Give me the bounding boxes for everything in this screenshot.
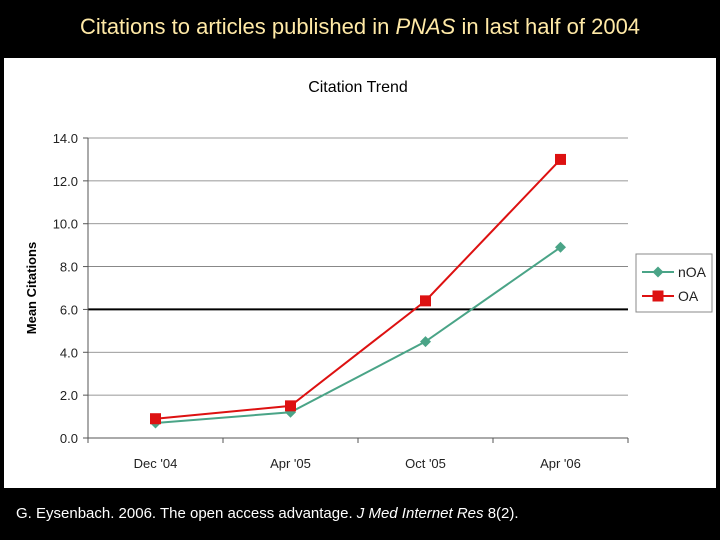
legend-label-oa: OA [678, 288, 699, 304]
y-tick-label: 14.0 [53, 131, 78, 146]
oa-data-point [420, 295, 431, 307]
citation-caption: G. Eysenbach. 2006. The open access adva… [16, 505, 519, 522]
legend-box [635, 253, 713, 313]
legend-marker-oa [652, 290, 664, 302]
y-tick-label: 2.0 [60, 388, 78, 403]
slide-title: Citations to articles published in PNAS … [79, 14, 641, 39]
y-tick-label: 4.0 [60, 345, 78, 360]
y-tick-label: 8.0 [60, 260, 78, 275]
citation-trend-chart: Citation Trend Mean Citations 0.0 2.0 4.0 6… [24, 79, 713, 471]
oa-data-point [285, 400, 296, 412]
x-tick-label: Dec '04 [134, 456, 178, 471]
noa-data-point [420, 336, 431, 348]
y-tick-label: 6.0 [60, 302, 78, 317]
y-tick-label: 0.0 [60, 431, 78, 446]
x-tick-label: Apr '05 [270, 456, 311, 471]
chart-panel: Citation Trend Mean Citations 0.0 2.0 4.0 6… [4, 58, 716, 488]
legend: nOA OA [635, 253, 713, 313]
oa-data-point [150, 413, 161, 425]
legend-label-noa: nOA [678, 264, 707, 280]
chart-title: Citation Trend [308, 79, 408, 96]
x-tick-label: Apr '06 [540, 456, 581, 471]
legend-marker-noa [652, 266, 664, 278]
oa-data-point [555, 153, 566, 165]
oa-series-line [155, 158, 562, 420]
x-tick-label: Oct '05 [405, 456, 446, 471]
y-tick-label: 12.0 [53, 174, 78, 189]
y-tick-label: 10.0 [53, 217, 78, 232]
noa-data-point [555, 241, 566, 253]
noa-series-line [155, 246, 562, 424]
y-axis-label: Mean Citations [24, 242, 39, 334]
